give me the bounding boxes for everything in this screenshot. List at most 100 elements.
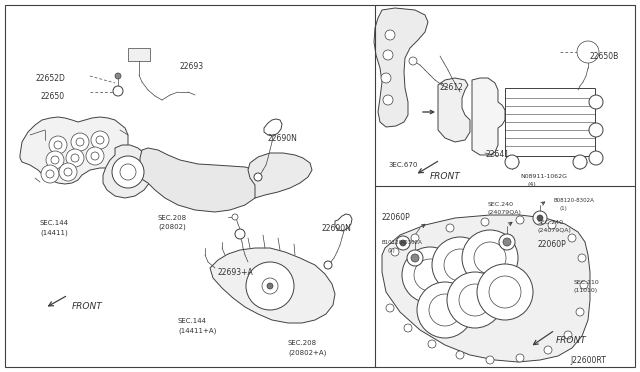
Text: 22652D: 22652D xyxy=(35,74,65,83)
Circle shape xyxy=(409,57,417,65)
Text: (24079QA): (24079QA) xyxy=(538,228,572,233)
Circle shape xyxy=(46,170,54,178)
Circle shape xyxy=(54,141,62,149)
Circle shape xyxy=(417,282,473,338)
Circle shape xyxy=(46,151,64,169)
Circle shape xyxy=(516,216,524,224)
Circle shape xyxy=(324,261,332,269)
Circle shape xyxy=(383,50,393,60)
Bar xyxy=(128,48,150,61)
Circle shape xyxy=(267,283,273,289)
Circle shape xyxy=(91,131,109,149)
Text: (14411+A): (14411+A) xyxy=(178,327,216,334)
Text: (20802): (20802) xyxy=(158,224,186,231)
Circle shape xyxy=(66,149,84,167)
Circle shape xyxy=(115,73,121,79)
Circle shape xyxy=(447,272,503,328)
Circle shape xyxy=(477,264,533,320)
Circle shape xyxy=(407,250,423,266)
Circle shape xyxy=(489,276,521,308)
Circle shape xyxy=(577,41,599,63)
Circle shape xyxy=(429,294,461,326)
Circle shape xyxy=(573,155,587,169)
Circle shape xyxy=(400,240,406,246)
Circle shape xyxy=(120,164,136,180)
Text: FRONT: FRONT xyxy=(72,302,103,311)
Circle shape xyxy=(235,229,245,239)
Text: FRONT: FRONT xyxy=(430,172,461,181)
Circle shape xyxy=(548,221,556,229)
Circle shape xyxy=(414,259,446,291)
Circle shape xyxy=(432,237,488,293)
Circle shape xyxy=(96,136,104,144)
Text: (24079QA): (24079QA) xyxy=(488,210,522,215)
Circle shape xyxy=(112,156,144,188)
Circle shape xyxy=(537,215,543,221)
Text: 3EC.670: 3EC.670 xyxy=(388,162,417,168)
Circle shape xyxy=(71,154,79,162)
Text: FRONT: FRONT xyxy=(556,336,587,345)
Circle shape xyxy=(576,308,584,316)
Circle shape xyxy=(385,30,395,40)
Polygon shape xyxy=(438,78,470,142)
Circle shape xyxy=(544,346,552,354)
Polygon shape xyxy=(382,215,590,362)
Circle shape xyxy=(516,354,524,362)
Circle shape xyxy=(589,95,603,109)
Circle shape xyxy=(446,224,454,232)
Circle shape xyxy=(481,218,489,226)
Circle shape xyxy=(91,152,99,160)
Text: 22690N: 22690N xyxy=(322,224,352,233)
Text: 22612: 22612 xyxy=(440,83,464,92)
Circle shape xyxy=(564,331,572,339)
Text: 22641: 22641 xyxy=(485,150,509,159)
Circle shape xyxy=(428,340,436,348)
Polygon shape xyxy=(20,117,148,185)
Circle shape xyxy=(578,254,586,262)
Polygon shape xyxy=(374,8,428,127)
Circle shape xyxy=(254,173,262,181)
Circle shape xyxy=(113,86,123,96)
Circle shape xyxy=(383,95,393,105)
Circle shape xyxy=(589,151,603,165)
Circle shape xyxy=(503,238,511,246)
Text: 22693: 22693 xyxy=(180,62,204,71)
Polygon shape xyxy=(264,119,282,136)
Circle shape xyxy=(381,73,391,83)
Circle shape xyxy=(568,234,576,242)
Text: B08120-8302A: B08120-8302A xyxy=(554,198,595,203)
Circle shape xyxy=(505,155,519,169)
Text: (1): (1) xyxy=(560,206,568,211)
Text: SEC.110: SEC.110 xyxy=(574,280,600,285)
Polygon shape xyxy=(210,248,335,323)
Circle shape xyxy=(402,247,458,303)
Text: 22650B: 22650B xyxy=(590,52,620,61)
Circle shape xyxy=(86,147,104,165)
Circle shape xyxy=(533,211,547,225)
Text: SEC.240: SEC.240 xyxy=(488,202,514,207)
Text: SEC.144: SEC.144 xyxy=(178,318,207,324)
Text: 22060P: 22060P xyxy=(538,240,567,249)
Text: 22650: 22650 xyxy=(41,92,65,101)
Circle shape xyxy=(59,163,77,181)
Circle shape xyxy=(462,230,518,286)
Circle shape xyxy=(232,214,238,220)
Text: SEC.144: SEC.144 xyxy=(40,220,69,226)
Circle shape xyxy=(486,356,494,364)
Text: (20802+A): (20802+A) xyxy=(288,349,326,356)
Circle shape xyxy=(51,156,59,164)
Circle shape xyxy=(391,248,399,256)
Circle shape xyxy=(456,351,464,359)
Circle shape xyxy=(589,123,603,137)
Text: SEC.208: SEC.208 xyxy=(288,340,317,346)
Text: (4): (4) xyxy=(528,182,537,187)
Text: B10120-0302A: B10120-0302A xyxy=(382,240,423,245)
Polygon shape xyxy=(248,153,312,198)
Circle shape xyxy=(499,234,515,250)
Text: (1): (1) xyxy=(388,248,396,253)
Circle shape xyxy=(246,262,294,310)
Text: 22690N: 22690N xyxy=(268,134,298,143)
Text: 22060P: 22060P xyxy=(382,213,411,222)
Text: SEC.208: SEC.208 xyxy=(158,215,187,221)
Circle shape xyxy=(580,281,588,289)
